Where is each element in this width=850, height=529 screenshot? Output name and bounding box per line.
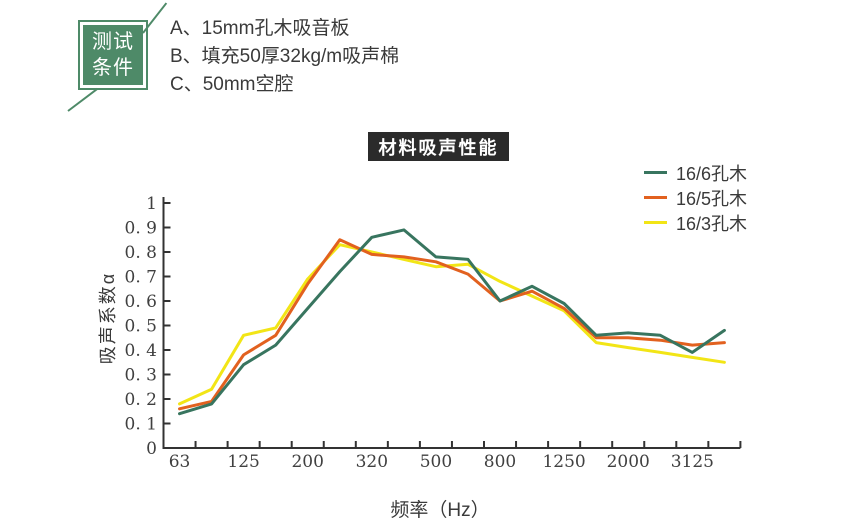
legend-item-1: 16/5孔木 bbox=[644, 185, 747, 210]
legend-label: 16/3孔木 bbox=[676, 213, 748, 234]
legend-label: 16/5孔木 bbox=[676, 188, 748, 209]
legend-swatch-icon bbox=[644, 221, 667, 224]
x-tick-label: 3125 bbox=[671, 452, 714, 472]
y-tick-label: 0. 5 bbox=[125, 317, 157, 337]
x-tick-label: 200 bbox=[291, 452, 323, 472]
condition-item-c: C、50mm空腔 bbox=[170, 74, 294, 95]
y-tick-label: 0. 6 bbox=[125, 292, 157, 312]
x-tick-label: 320 bbox=[356, 452, 388, 472]
y-tick-label: 0. 2 bbox=[125, 390, 157, 410]
y-tick-label: 0 bbox=[146, 439, 157, 459]
badge-text-line2: 条件 bbox=[92, 57, 134, 79]
y-tick-label: 0. 4 bbox=[125, 341, 157, 361]
legend-swatch-icon bbox=[644, 196, 667, 199]
condition-item-b: B、填充50厚32kg/m吸声棉 bbox=[170, 46, 400, 67]
test-conditions-list: A、15mm孔木吸音板 B、填充50厚32kg/m吸声棉 C、50mm空腔 bbox=[170, 15, 399, 99]
y-tick-label: 0. 8 bbox=[125, 243, 157, 263]
y-tick-label: 0. 3 bbox=[125, 366, 157, 386]
chart-title: 材料吸声性能 bbox=[368, 132, 509, 161]
condition-item-a: A、15mm孔木吸音板 bbox=[170, 18, 350, 39]
x-tick-label: 63 bbox=[169, 452, 191, 472]
x-tick-label: 500 bbox=[420, 452, 452, 472]
x-tick-label: 1250 bbox=[542, 452, 585, 472]
legend-item-2: 16/3孔木 bbox=[644, 210, 747, 235]
badge-text-line1: 测试 bbox=[92, 31, 134, 53]
series-line-1 bbox=[178, 238, 726, 411]
x-axis-title: 频率（Hz） bbox=[390, 500, 490, 521]
series-line-2 bbox=[178, 243, 726, 406]
test-conditions-badge-inner: 测试 条件 bbox=[83, 25, 143, 85]
legend-swatch-icon bbox=[644, 171, 667, 174]
legend-item-0: 16/6孔木 bbox=[644, 160, 747, 185]
y-tick-label: 0. 1 bbox=[125, 415, 157, 435]
x-tick-label: 800 bbox=[484, 452, 516, 472]
y-tick-label: 0. 9 bbox=[125, 219, 157, 239]
test-conditions-badge: 测试 条件 bbox=[78, 20, 148, 90]
x-tick-label: 125 bbox=[227, 452, 259, 472]
y-tick-label: 0. 7 bbox=[125, 268, 157, 288]
legend-label: 16/6孔木 bbox=[676, 163, 748, 184]
series-line-0 bbox=[178, 228, 726, 416]
y-tick-label: 1 bbox=[146, 194, 157, 214]
legend: 16/6孔木 16/5孔木 16/3孔木 bbox=[644, 160, 747, 235]
x-tick-label: 2000 bbox=[607, 452, 650, 472]
